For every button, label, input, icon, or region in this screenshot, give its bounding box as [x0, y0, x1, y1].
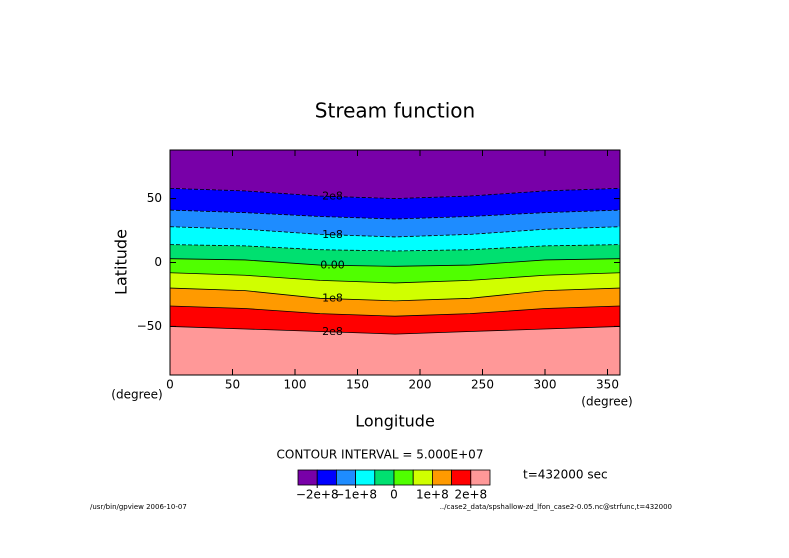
colorbar-swatch: [431, 469, 452, 486]
colorbar-label: 1e+8: [416, 488, 449, 502]
contour-label: 0.00: [320, 258, 345, 271]
x-tick-label: 100: [284, 378, 307, 392]
x-tick-label: 0: [166, 378, 174, 392]
contour-band: [170, 288, 620, 317]
contour-line: [169, 258, 621, 267]
colorbar-label: −1e+8: [334, 488, 377, 502]
contour-line: [169, 244, 621, 252]
x-tick-label: 150: [346, 378, 369, 392]
colorbar-swatch: [297, 469, 318, 486]
contour-line: [169, 226, 621, 238]
footer-left: /usr/bin/gpview 2006-10-07: [90, 503, 187, 511]
contour-line: [169, 209, 621, 220]
y-unit: (degree): [111, 388, 162, 402]
colorbar-swatch: [374, 469, 395, 486]
x-unit: (degree): [581, 395, 632, 409]
colorbar-label: 0: [390, 488, 398, 502]
contour-band: [170, 210, 620, 237]
colorbar-swatch: [470, 469, 491, 486]
y-tick-label: 50: [147, 191, 162, 205]
contour-label: 2e8: [322, 189, 343, 202]
contour-line: [169, 187, 621, 199]
x-tick-label: 250: [471, 378, 494, 392]
contour-line: [169, 287, 621, 302]
contour-band: [170, 305, 620, 335]
contour-label: 2e8: [322, 325, 343, 338]
y-tick-label: 0: [154, 255, 162, 269]
contour-line: [169, 326, 621, 335]
colorbar-label: −2e+8: [296, 488, 339, 502]
contour-label: 1e8: [322, 292, 343, 305]
contour-band: [170, 226, 620, 251]
colorbar-swatch: [451, 469, 472, 486]
x-tick-label: 350: [596, 378, 619, 392]
contour-line: [169, 272, 621, 284]
contour-line: [169, 305, 621, 317]
x-tick-label: 200: [409, 378, 432, 392]
contour-band: [170, 258, 620, 283]
y-tick-label: −50: [137, 319, 162, 333]
time-label: t=432000 sec: [523, 468, 608, 482]
chart-title: Stream function: [315, 99, 475, 123]
footer-right: ../case2_data/spshallow-zd_lfon_case2-0.…: [440, 503, 672, 511]
contour-label: 1e8: [322, 228, 343, 241]
contour-band: [170, 272, 620, 301]
x-tick-label: 300: [534, 378, 557, 392]
colorbar-swatch: [412, 469, 433, 486]
colorbar-swatch: [393, 469, 414, 486]
colorbar-swatch: [316, 469, 337, 486]
contour-band: [170, 326, 620, 375]
colorbar-label: 2e+8: [454, 488, 487, 502]
contour-band: [170, 188, 620, 220]
y-axis-label: Latitude: [112, 229, 131, 295]
contour-band: [170, 150, 620, 199]
x-axis-label: Longitude: [355, 412, 435, 431]
colorbar-swatch: [335, 469, 356, 486]
x-tick-label: 50: [225, 378, 240, 392]
contour-band: [170, 244, 620, 267]
contour-interval: CONTOUR INTERVAL = 5.000E+07: [277, 448, 484, 462]
colorbar-swatch: [355, 469, 376, 486]
